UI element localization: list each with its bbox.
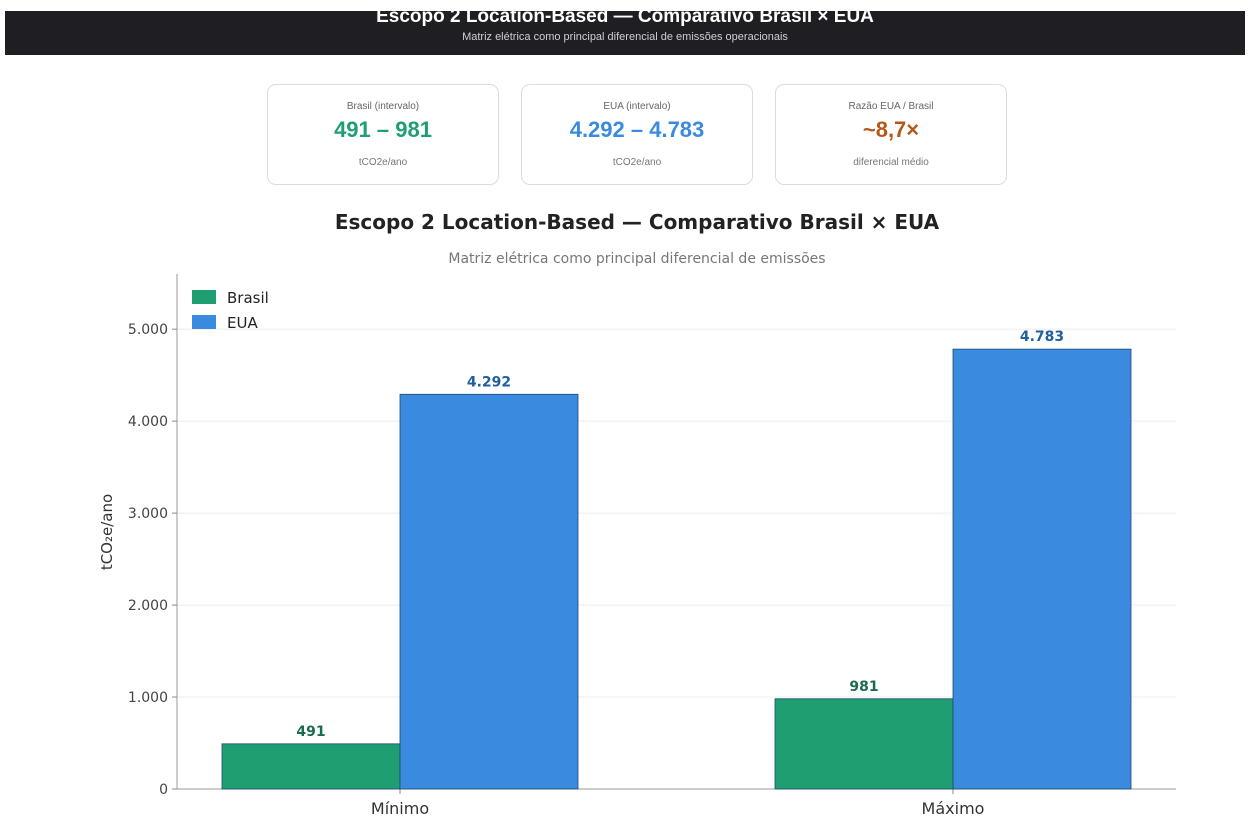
y-tick-label: 2.000	[128, 598, 168, 614]
page-header: Escopo 2 Location-Based — Comparativo Br…	[5, 11, 1245, 55]
bar-value-label: 981	[849, 679, 878, 695]
y-tick-label: 4.000	[128, 414, 168, 430]
bar-eua	[952, 348, 1132, 790]
bar-chart: Escopo 2 Location-Based — Comparativo Br…	[98, 210, 1176, 818]
kpi-label: Brasil (intervalo)	[346, 101, 420, 112]
bar-brasil	[221, 743, 401, 790]
kpi-label: EUA (intervalo)	[603, 101, 671, 112]
kpi-label: Razão EUA / Brasil	[848, 101, 934, 112]
kpi-value: 491 – 981	[334, 117, 432, 142]
chart-panel: Escopo 2 Location-Based — Comparativo Br…	[88, 200, 1186, 822]
kpi-unit: tCO2e/ano	[612, 157, 662, 168]
legend-label: EUA	[227, 314, 258, 332]
kpi-card-eua: EUA (intervalo) 4.292 – 4.783 tCO2e/ano	[521, 84, 753, 185]
y-tick-label: 5.000	[128, 322, 168, 338]
kpi-unit: diferencial médio	[853, 157, 929, 168]
legend-swatch	[192, 315, 216, 329]
legend-label: Brasil	[227, 289, 269, 307]
y-tick-label: 0	[159, 782, 168, 798]
x-tick-label: Mínimo	[371, 799, 429, 818]
kpi-unit: tCO2e/ano	[358, 157, 408, 168]
kpi-value: 4.292 – 4.783	[569, 117, 705, 142]
kpi-value: ~8,7×	[862, 117, 920, 142]
kpi-card-ratio: Razão EUA / Brasil ~8,7× diferencial méd…	[775, 84, 1007, 185]
bar-eua	[399, 393, 579, 790]
y-axis-label: tCO₂e/ano	[98, 494, 116, 570]
bar-value-label: 4.292	[467, 374, 511, 390]
bar-value-label: 491	[296, 724, 325, 740]
page-title: Escopo 2 Location-Based — Comparativo Br…	[376, 11, 874, 27]
bar-brasil	[774, 698, 954, 790]
page-subtitle: Matriz elétrica como principal diferenci…	[462, 31, 788, 43]
kpi-card-brasil: Brasil (intervalo) 491 – 981 tCO2e/ano	[267, 84, 499, 185]
chart-subtitle: Matriz elétrica como principal diferenci…	[448, 251, 825, 267]
legend-swatch	[192, 290, 216, 304]
y-tick-label: 3.000	[128, 506, 168, 522]
bar-value-label: 4.783	[1020, 329, 1064, 345]
chart-title: Escopo 2 Location-Based — Comparativo Br…	[335, 210, 940, 234]
x-tick-label: Máximo	[922, 799, 985, 818]
y-tick-label: 1.000	[128, 690, 168, 706]
